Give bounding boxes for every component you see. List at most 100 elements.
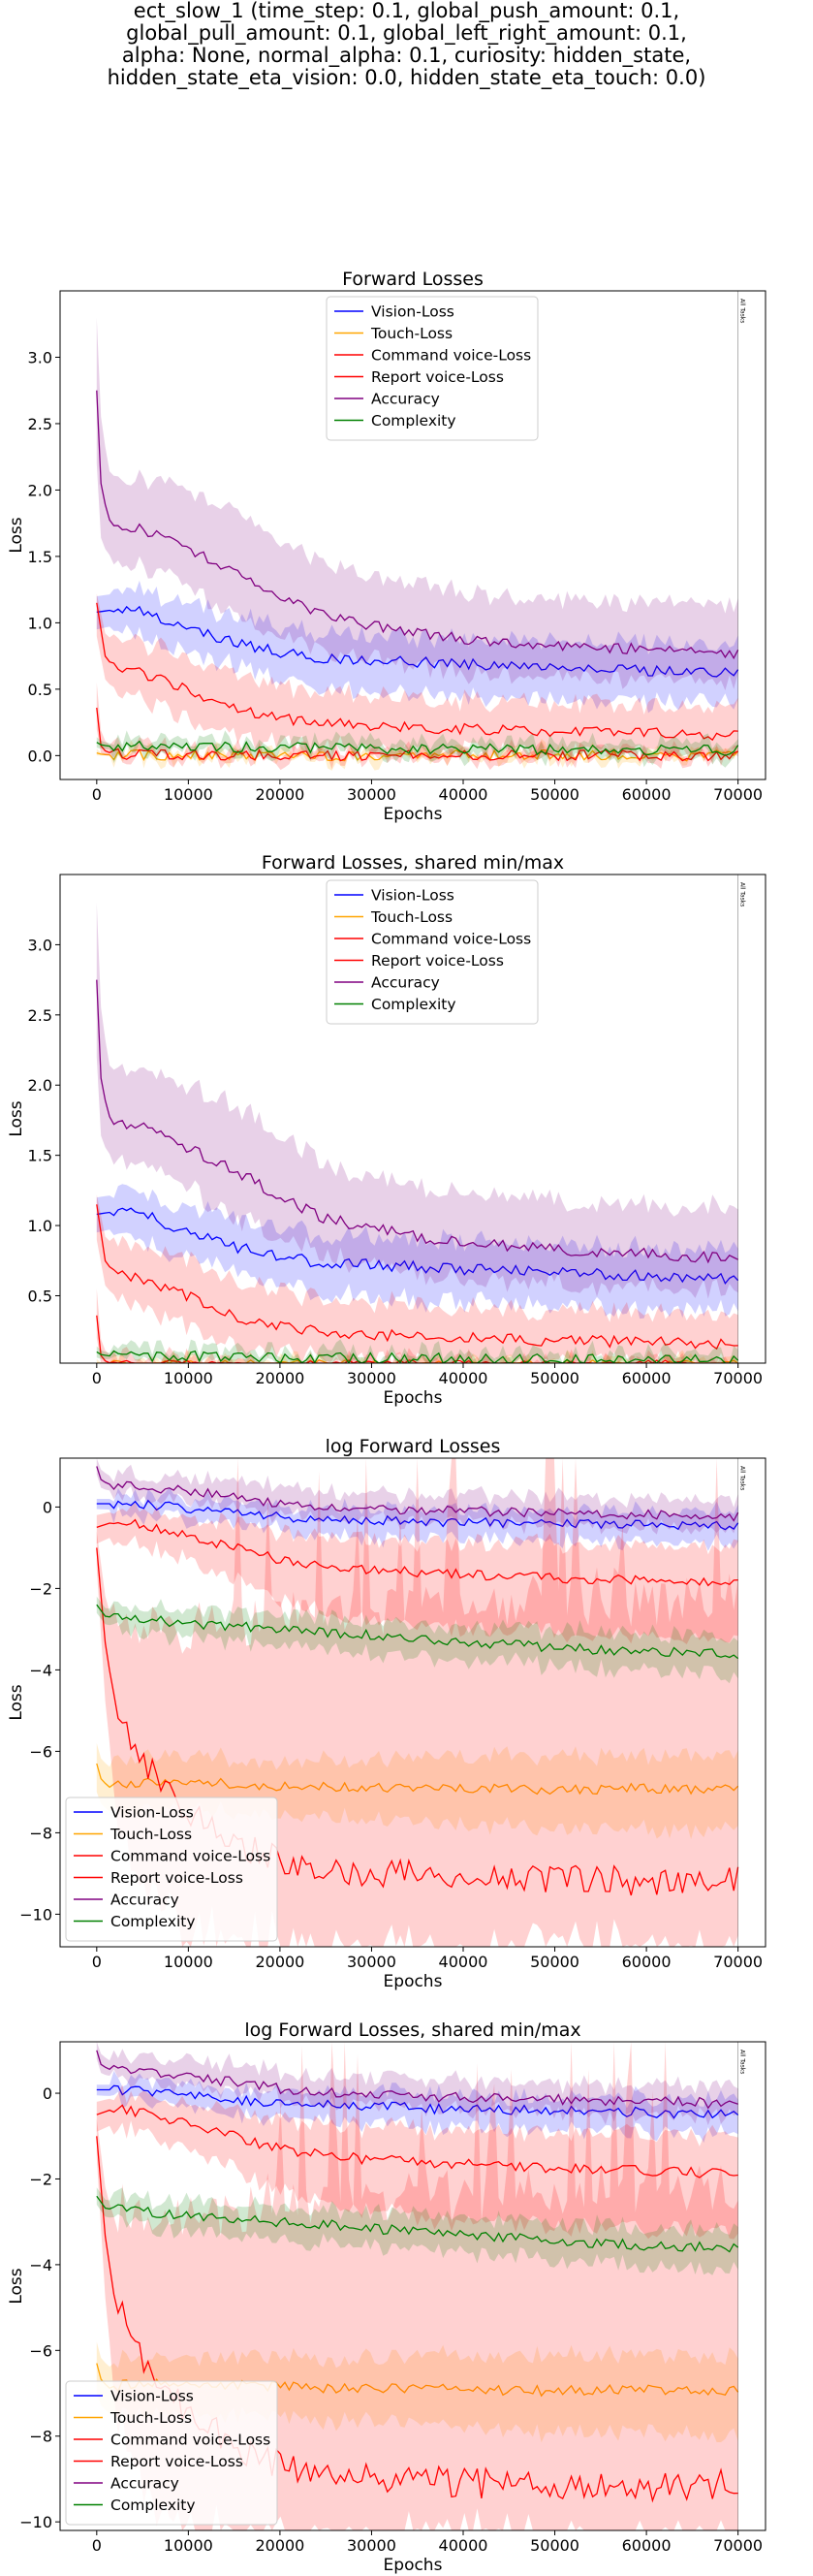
task-boundary-label: All Tasks	[739, 1466, 746, 1490]
line-report-voice-loss	[96, 1204, 738, 1351]
y-tick-label: 2.0	[28, 481, 52, 499]
y-tick-label: 1.0	[28, 1217, 52, 1235]
y-tick-label: 1.5	[28, 548, 52, 566]
y-axis-label: Loss	[7, 517, 26, 553]
y-tick-label: 2.5	[28, 1006, 52, 1025]
legend-label: Complexity	[371, 412, 456, 429]
legend-box	[326, 296, 539, 441]
y-tick-label: 0	[43, 1498, 52, 1516]
y-axis-label: Loss	[7, 1100, 26, 1136]
line-vision-loss	[96, 1207, 739, 1286]
legend-label: Complexity	[371, 996, 456, 1013]
line-report-voice-loss	[96, 2104, 738, 2178]
legend-label: Report voice-Loss	[371, 368, 504, 386]
y-tick-label: 0.0	[28, 747, 52, 765]
legend: Vision-Loss Touch-Loss Command voice-Loss R…	[326, 879, 539, 1025]
x-tick-label: 50000	[530, 1369, 579, 1387]
x-tick-label: 60000	[622, 1953, 672, 1971]
x-tick-label: 60000	[622, 785, 672, 804]
line-command-voice-loss	[96, 707, 738, 762]
x-tick-label: 40000	[439, 1369, 488, 1387]
line-touch-loss	[96, 1763, 739, 1796]
band-vision-loss	[96, 1184, 738, 1320]
line-report-voice-loss	[96, 602, 738, 742]
x-tick-label: 0	[92, 1369, 102, 1387]
line-accuracy	[96, 979, 738, 1264]
x-axis-label: Epochs	[384, 1388, 443, 1408]
x-tick-label: 40000	[439, 1953, 488, 1971]
x-tick-label: 70000	[713, 785, 763, 804]
plot-area	[96, 317, 739, 771]
task-boundary-label: All Tasks	[739, 882, 746, 906]
legend-label: Touch-Loss	[109, 1826, 192, 1843]
y-tick-label: −8	[29, 2428, 52, 2446]
x-tick-label: 70000	[713, 1369, 763, 1387]
legend-box	[65, 2380, 278, 2526]
legend: Vision-Loss Touch-Loss Command voice-Loss R…	[65, 1797, 278, 1942]
line-vision-loss	[96, 605, 739, 678]
forward-losses-shared-chart: Forward Losses, shared min/max All Tasks 0…	[7, 852, 766, 1408]
band-accuracy	[96, 903, 738, 1299]
y-tick-label: −2	[29, 2170, 52, 2188]
suptitle-line: ect_slow_1 (time_step: 0.1, global_push_…	[133, 0, 680, 22]
x-tick-label: 70000	[713, 2536, 763, 2555]
x-tick-label: 20000	[255, 1953, 304, 1971]
task-boundary-label: All Tasks	[739, 299, 746, 323]
legend-box	[65, 1797, 278, 1942]
line-complexity	[96, 1604, 739, 1660]
x-tick-label: 30000	[347, 2536, 396, 2555]
y-tick-label: −4	[29, 1661, 52, 1679]
plot-frame	[59, 290, 766, 780]
y-tick-label: 0.5	[28, 1287, 52, 1305]
band-vision-loss	[96, 2070, 738, 2144]
x-tick-label: 50000	[530, 1953, 579, 1971]
line-accuracy	[96, 1466, 739, 1522]
x-axis-label: Epochs	[384, 805, 443, 824]
y-tick-label: 1.5	[28, 1147, 52, 1165]
band-touch-loss	[96, 1743, 738, 1839]
log-forward-losses-shared-chart: log Forward Losses, shared min/max All Ta…	[7, 2019, 766, 2575]
plot-frame	[59, 2041, 766, 2531]
plot-area	[96, 903, 739, 1363]
band-report-voice-loss	[96, 593, 738, 764]
legend-box	[326, 879, 539, 1025]
legend-label: Vision-Loss	[110, 1804, 194, 1822]
legend-label: Touch-Loss	[370, 325, 453, 342]
y-tick-label: −6	[29, 1742, 52, 1761]
chart-title: Forward Losses, shared min/max	[262, 852, 564, 874]
legend-label: Complexity	[110, 1913, 196, 1930]
legend-label: Vision-Loss	[371, 303, 454, 321]
band-accuracy	[96, 2042, 738, 2126]
y-tick-label: 3.0	[28, 936, 52, 954]
y-tick-label: 0	[43, 2084, 52, 2103]
legend-label: Vision-Loss	[371, 887, 454, 905]
y-tick-label: −10	[19, 2513, 52, 2531]
suptitle-line: alpha: None, normal_alpha: 0.1, curiosit…	[121, 44, 692, 67]
legend-label: Command voice-Loss	[110, 1848, 270, 1865]
band-vision-loss	[96, 580, 738, 714]
task-boundary-label: All Tasks	[739, 2050, 746, 2074]
legend-label: Accuracy	[110, 2475, 179, 2493]
x-tick-label: 30000	[347, 785, 396, 804]
y-axis-label: Loss	[7, 2268, 26, 2304]
x-tick-label: 10000	[164, 1369, 213, 1387]
line-complexity	[96, 2195, 739, 2253]
line-report-voice-loss	[96, 1518, 738, 1587]
suptitle-line: global_pull_amount: 0.1, global_left_rig…	[126, 21, 687, 45]
x-axis-label: Epochs	[384, 1972, 443, 1991]
legend: Vision-Loss Touch-Loss Command voice-Loss R…	[65, 2380, 278, 2526]
legend-label: Vision-Loss	[110, 2388, 194, 2405]
band-accuracy	[96, 1458, 738, 1535]
y-tick-label: −10	[19, 1905, 52, 1924]
line-vision-loss	[96, 2084, 739, 2119]
x-axis-label: Epochs	[384, 2556, 443, 2575]
y-tick-label: 2.0	[28, 1076, 52, 1095]
legend-label: Accuracy	[371, 974, 440, 992]
band-vision-loss	[96, 1486, 738, 1551]
forward-losses-chart: Forward Losses All Tasks 0 10000 20000 30000 4…	[7, 269, 766, 824]
x-tick-label: 60000	[622, 2536, 672, 2555]
x-tick-label: 0	[92, 2536, 102, 2555]
legend-label: Report voice-Loss	[371, 952, 504, 970]
y-tick-label: 1.0	[28, 614, 52, 632]
figure-suptitle: ect_slow_1 (time_step: 0.1, global_push_…	[0, 0, 813, 89]
